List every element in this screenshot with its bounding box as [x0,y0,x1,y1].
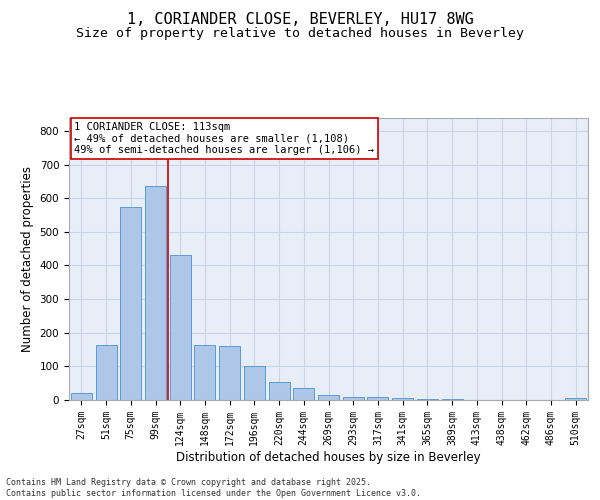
X-axis label: Distribution of detached houses by size in Beverley: Distribution of detached houses by size … [176,450,481,464]
Bar [293,388,314,400]
Bar [95,344,116,400]
Bar [219,346,240,400]
Bar [145,186,166,400]
Bar [194,344,215,400]
Bar [343,396,364,400]
Text: Size of property relative to detached houses in Beverley: Size of property relative to detached ho… [76,28,524,40]
Text: Contains HM Land Registry data © Crown copyright and database right 2025.
Contai: Contains HM Land Registry data © Crown c… [6,478,421,498]
Text: 1 CORIANDER CLOSE: 113sqm
← 49% of detached houses are smaller (1,108)
49% of se: 1 CORIANDER CLOSE: 113sqm ← 49% of detac… [74,122,374,155]
Bar [269,382,290,400]
Bar [71,394,92,400]
Bar [170,256,191,400]
Bar [244,366,265,400]
Text: 1, CORIANDER CLOSE, BEVERLEY, HU17 8WG: 1, CORIANDER CLOSE, BEVERLEY, HU17 8WG [127,12,473,28]
Bar [318,395,339,400]
Bar [367,398,388,400]
Bar [392,398,413,400]
Bar [565,398,586,400]
Y-axis label: Number of detached properties: Number of detached properties [21,166,34,352]
Bar [120,206,141,400]
Bar [417,399,438,400]
